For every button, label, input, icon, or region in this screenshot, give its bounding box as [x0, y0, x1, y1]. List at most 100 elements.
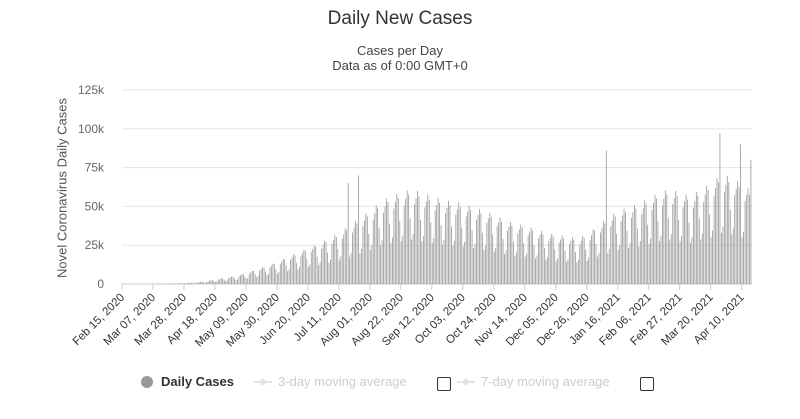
bar[interactable]	[346, 230, 348, 284]
bar[interactable]	[588, 257, 590, 284]
bar[interactable]	[268, 274, 269, 284]
bar[interactable]	[421, 241, 423, 284]
bar[interactable]	[422, 236, 424, 284]
bar[interactable]	[220, 278, 222, 284]
bar[interactable]	[654, 194, 656, 284]
bar[interactable]	[692, 207, 694, 284]
bar[interactable]	[539, 235, 541, 284]
bar[interactable]	[219, 279, 221, 284]
bar[interactable]	[712, 230, 713, 284]
bar[interactable]	[418, 196, 420, 284]
bar[interactable]	[639, 241, 641, 284]
bar[interactable]	[285, 265, 287, 284]
bar[interactable]	[284, 259, 286, 284]
bar[interactable]	[619, 245, 621, 284]
bar[interactable]	[269, 267, 271, 284]
bar[interactable]	[420, 220, 421, 284]
bar[interactable]	[359, 253, 361, 284]
bar[interactable]	[462, 246, 464, 284]
bar[interactable]	[625, 211, 626, 284]
bar[interactable]	[487, 218, 489, 284]
bar[interactable]	[657, 220, 659, 284]
bar[interactable]	[548, 240, 550, 284]
bar[interactable]	[443, 239, 445, 284]
bar[interactable]	[673, 198, 675, 284]
bar[interactable]	[452, 245, 454, 284]
bar[interactable]	[670, 234, 672, 284]
bar[interactable]	[374, 213, 376, 284]
bar[interactable]	[701, 233, 703, 284]
bar[interactable]	[251, 270, 253, 284]
bar[interactable]	[704, 194, 706, 284]
bar[interactable]	[598, 252, 600, 284]
bar[interactable]	[679, 241, 681, 284]
bar[interactable]	[250, 272, 252, 284]
bar[interactable]	[340, 256, 342, 284]
bar[interactable]	[312, 249, 314, 284]
bar[interactable]	[451, 226, 452, 284]
bar[interactable]	[729, 209, 731, 284]
bar[interactable]	[319, 262, 321, 284]
bar[interactable]	[347, 183, 349, 284]
bar[interactable]	[722, 226, 724, 284]
bar[interactable]	[586, 260, 588, 284]
bar[interactable]	[437, 198, 439, 284]
bar[interactable]	[335, 236, 337, 284]
bar[interactable]	[511, 225, 513, 284]
bar[interactable]	[393, 208, 395, 284]
bar[interactable]	[716, 178, 718, 284]
bar[interactable]	[287, 271, 289, 284]
bar[interactable]	[490, 216, 492, 284]
bar[interactable]	[430, 222, 432, 284]
bar[interactable]	[614, 216, 616, 284]
bar[interactable]	[366, 216, 368, 284]
bar[interactable]	[591, 235, 592, 284]
bar[interactable]	[656, 198, 657, 284]
bar[interactable]	[663, 198, 665, 284]
bar[interactable]	[744, 200, 746, 284]
bar[interactable]	[610, 226, 612, 284]
bar[interactable]	[350, 252, 352, 284]
bar[interactable]	[566, 261, 567, 284]
bar[interactable]	[489, 212, 491, 284]
bar[interactable]	[217, 279, 219, 284]
bar[interactable]	[546, 257, 548, 284]
bar[interactable]	[579, 244, 581, 284]
bar[interactable]	[517, 233, 519, 284]
bar[interactable]	[228, 278, 230, 284]
bar[interactable]	[328, 262, 330, 284]
bar[interactable]	[288, 269, 290, 284]
bar[interactable]	[325, 242, 327, 284]
bar[interactable]	[585, 250, 587, 284]
bar[interactable]	[378, 227, 380, 284]
bar[interactable]	[392, 237, 393, 284]
bar[interactable]	[240, 275, 241, 284]
bar[interactable]	[186, 283, 188, 284]
bar[interactable]	[297, 269, 299, 284]
bar[interactable]	[526, 253, 528, 284]
bar[interactable]	[456, 209, 458, 284]
bar[interactable]	[368, 233, 370, 284]
bar[interactable]	[262, 267, 263, 284]
bar[interactable]	[278, 272, 280, 284]
bar[interactable]	[425, 201, 427, 284]
bar[interactable]	[523, 243, 525, 284]
bar[interactable]	[529, 231, 531, 284]
bar[interactable]	[412, 234, 414, 284]
bar[interactable]	[551, 233, 553, 284]
bar[interactable]	[464, 241, 466, 284]
bar[interactable]	[225, 281, 227, 284]
bar[interactable]	[390, 243, 392, 284]
bar[interactable]	[675, 190, 677, 284]
bar[interactable]	[648, 243, 650, 284]
bar[interactable]	[735, 188, 737, 284]
bar[interactable]	[316, 256, 318, 284]
bar[interactable]	[201, 281, 203, 284]
bar[interactable]	[212, 280, 213, 284]
bar[interactable]	[377, 208, 379, 284]
bar[interactable]	[542, 234, 544, 284]
bar[interactable]	[684, 201, 685, 284]
bar[interactable]	[743, 231, 744, 284]
bar[interactable]	[524, 256, 526, 284]
bar[interactable]	[189, 282, 191, 284]
